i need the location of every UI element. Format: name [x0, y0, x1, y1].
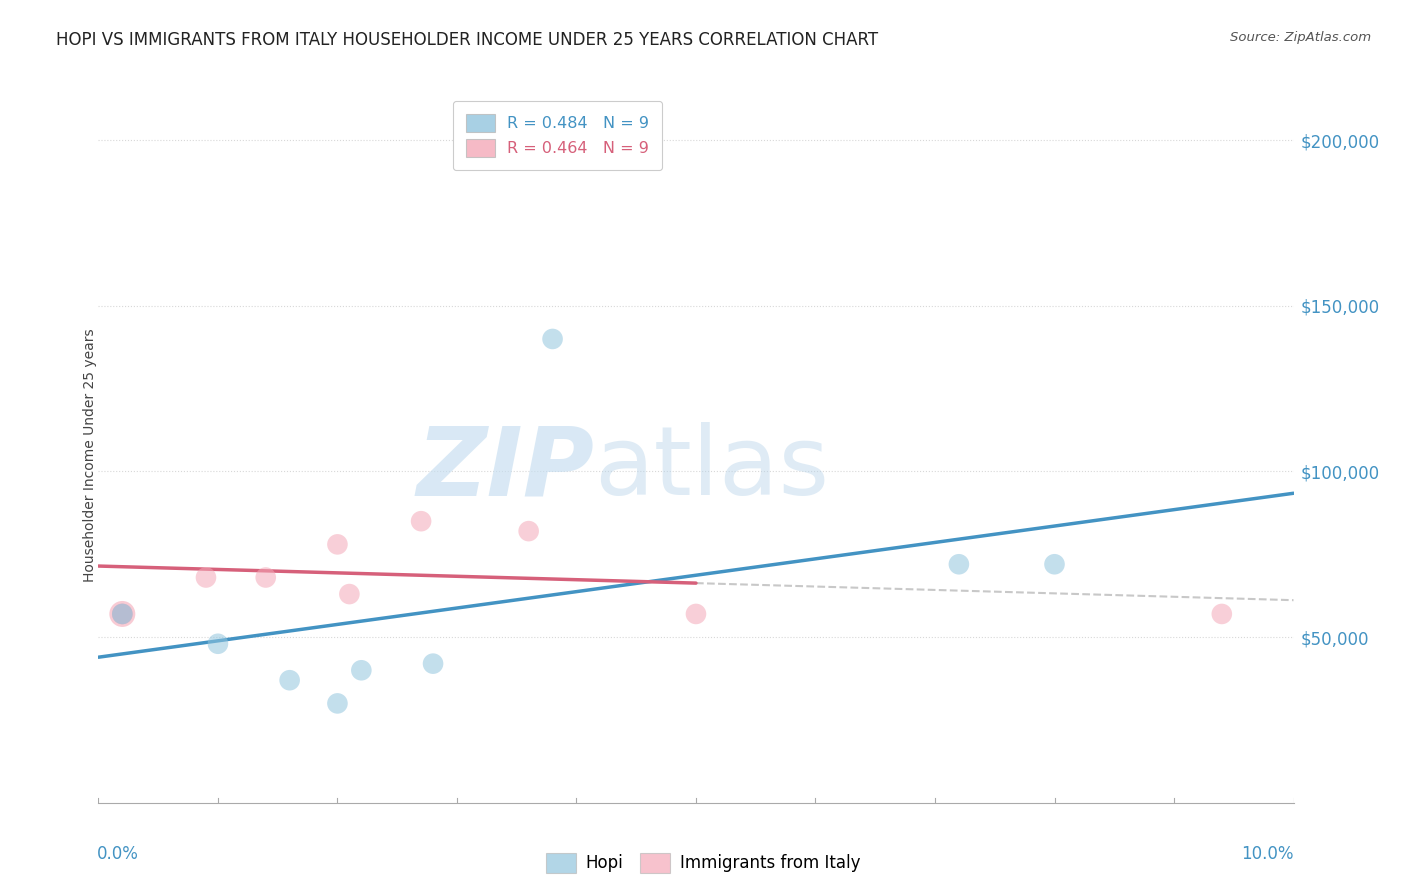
- Text: 10.0%: 10.0%: [1241, 845, 1294, 863]
- Point: [411, 514, 433, 528]
- Point: [339, 587, 360, 601]
- Point: [350, 663, 373, 677]
- Point: [1211, 607, 1233, 621]
- Point: [685, 607, 707, 621]
- Text: ZIP: ZIP: [416, 422, 595, 516]
- Point: [326, 537, 349, 551]
- Point: [517, 524, 540, 538]
- Point: [207, 637, 229, 651]
- Point: [111, 607, 134, 621]
- Text: 0.0%: 0.0%: [97, 845, 139, 863]
- Point: [541, 332, 564, 346]
- Point: [195, 570, 218, 584]
- Text: HOPI VS IMMIGRANTS FROM ITALY HOUSEHOLDER INCOME UNDER 25 YEARS CORRELATION CHAR: HOPI VS IMMIGRANTS FROM ITALY HOUSEHOLDE…: [56, 31, 879, 49]
- Legend: Hopi, Immigrants from Italy: Hopi, Immigrants from Italy: [538, 847, 868, 880]
- Y-axis label: Householder Income Under 25 years: Householder Income Under 25 years: [83, 328, 97, 582]
- Point: [254, 570, 277, 584]
- Point: [326, 697, 349, 711]
- Point: [278, 673, 301, 688]
- Point: [111, 607, 134, 621]
- Point: [1043, 558, 1066, 572]
- Text: Source: ZipAtlas.com: Source: ZipAtlas.com: [1230, 31, 1371, 45]
- Point: [111, 607, 134, 621]
- Point: [111, 607, 134, 621]
- Text: atlas: atlas: [595, 422, 830, 516]
- Point: [948, 558, 970, 572]
- Legend: R = 0.484   N = 9, R = 0.464   N = 9: R = 0.484 N = 9, R = 0.464 N = 9: [453, 101, 662, 170]
- Point: [422, 657, 444, 671]
